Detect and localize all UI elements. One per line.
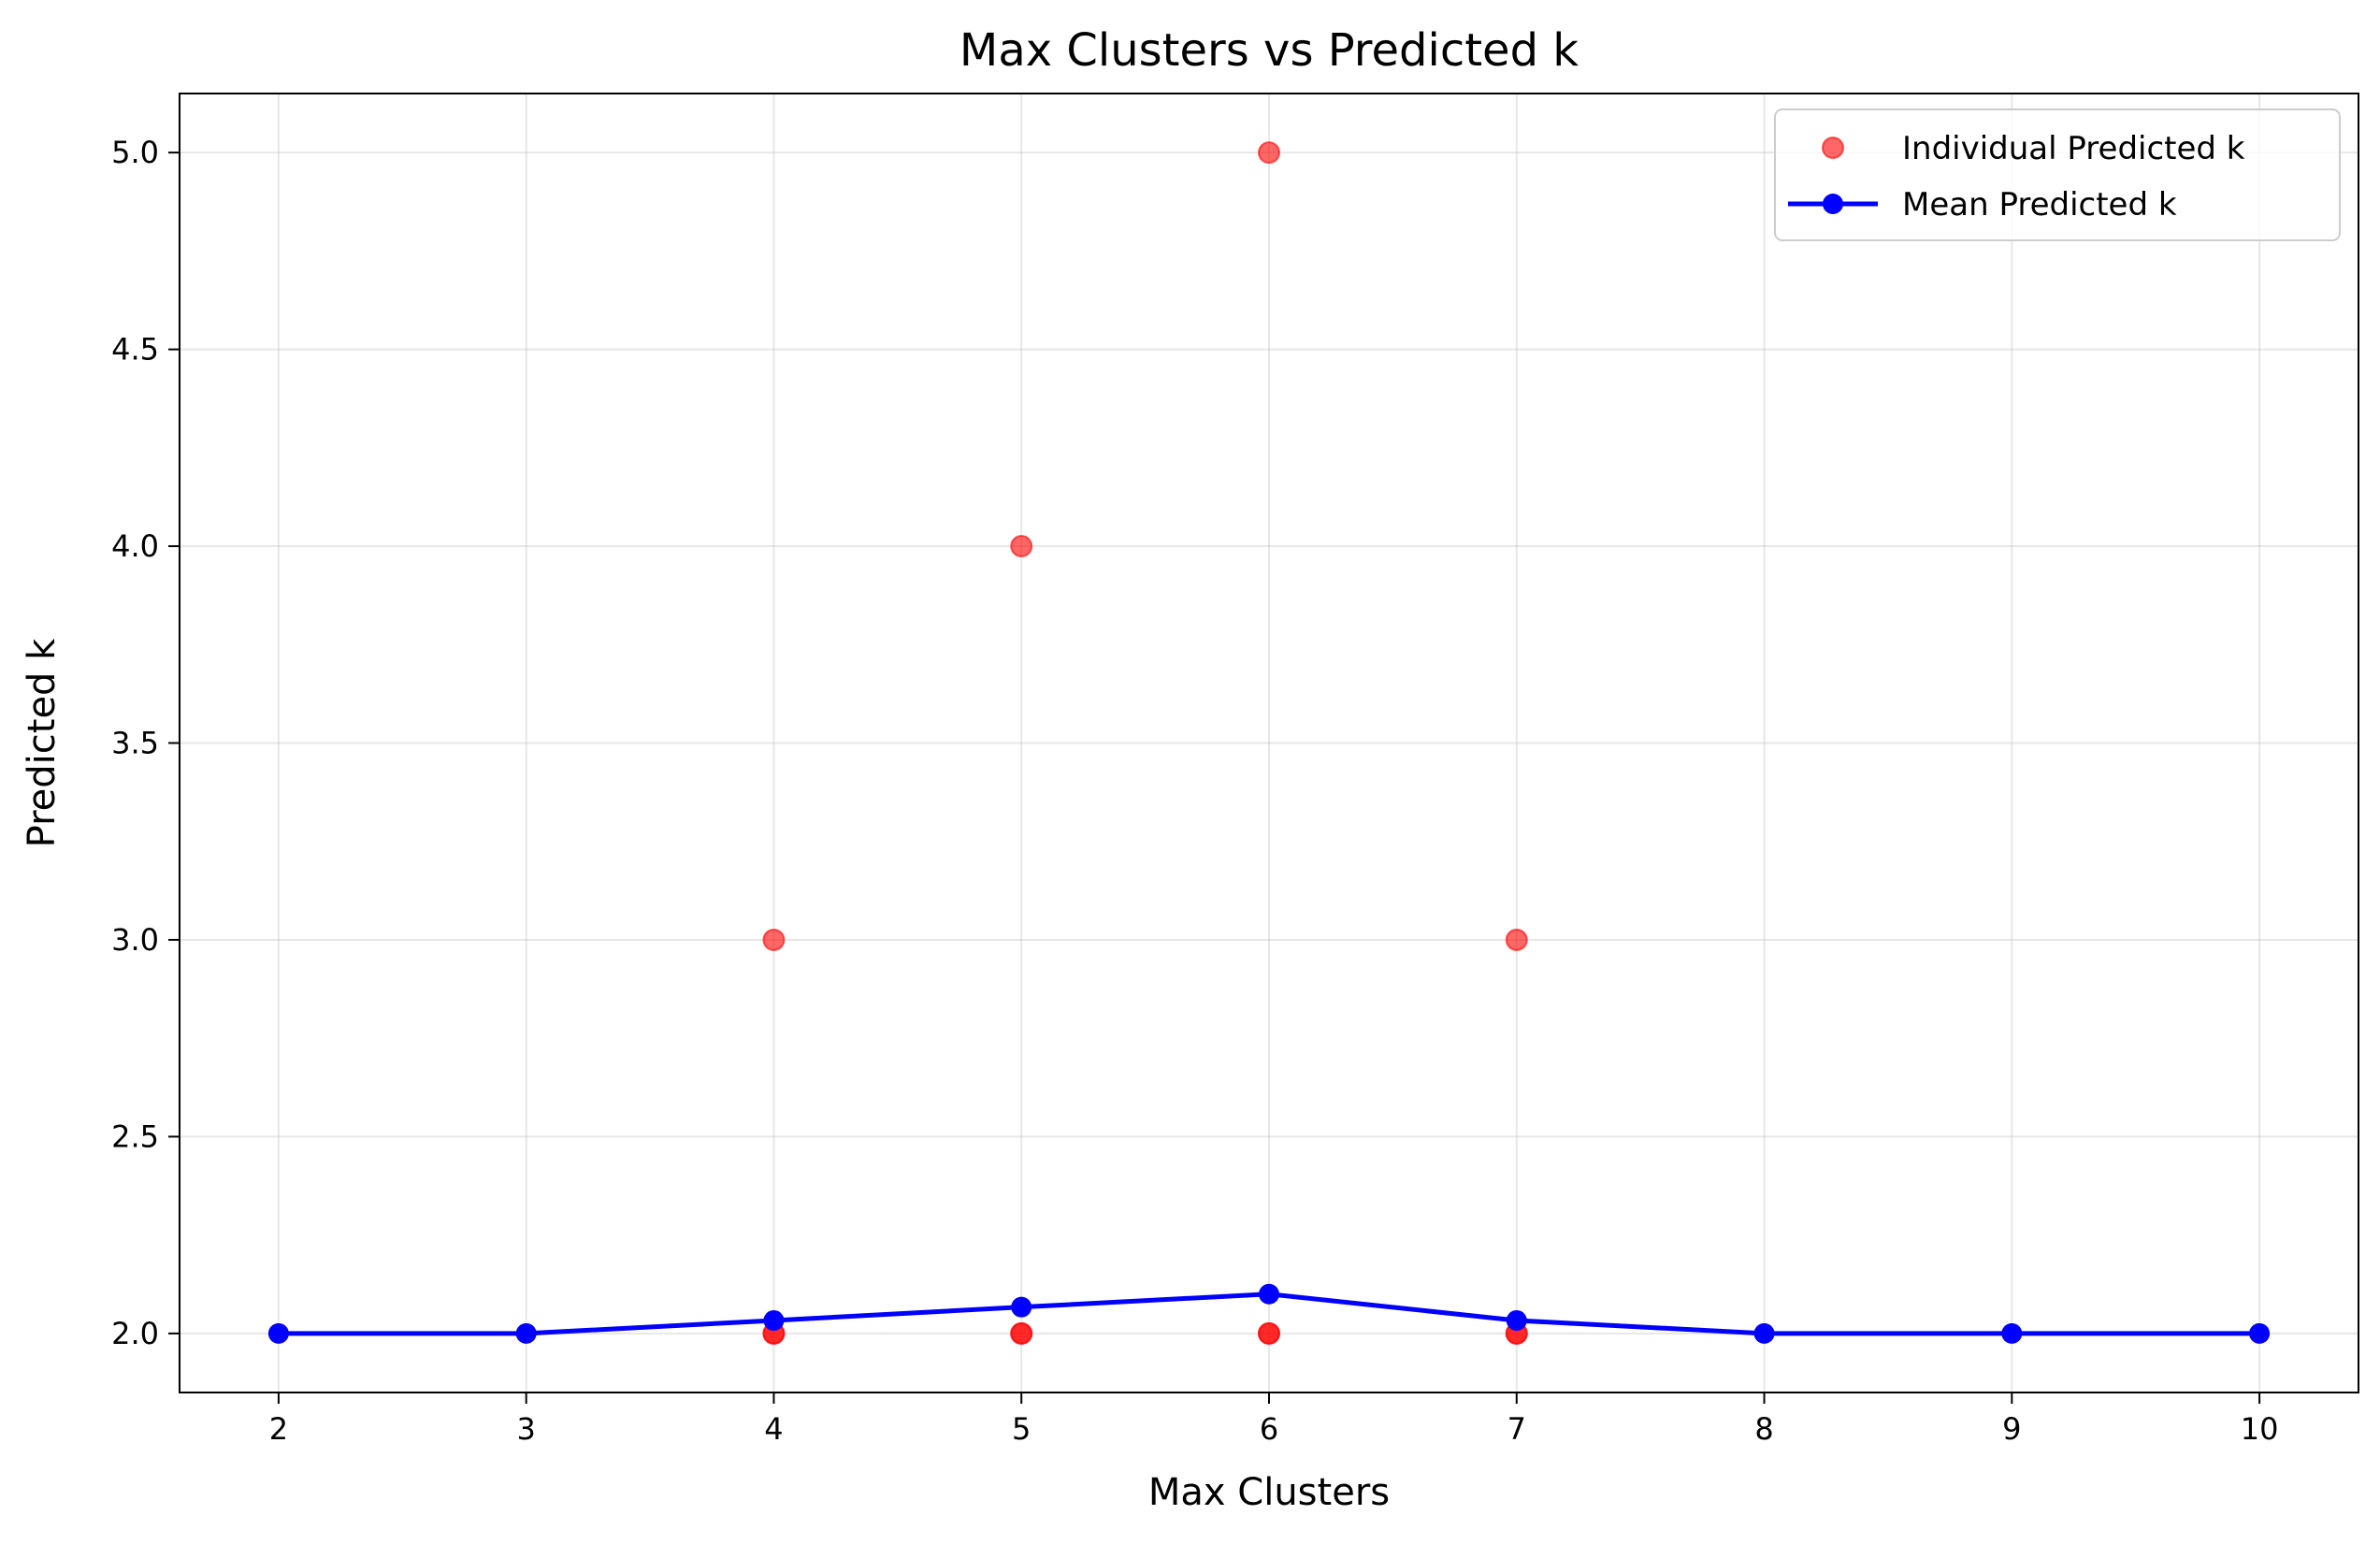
mean-point xyxy=(1506,1309,1527,1331)
x-axis-label: Max Clusters xyxy=(1148,1471,1390,1514)
individual-point xyxy=(1258,1321,1280,1345)
x-tick-label: 2 xyxy=(269,1411,288,1447)
individual-point xyxy=(762,928,786,951)
mean-point xyxy=(1011,1296,1032,1318)
legend-label-individual: Individual Predicted k xyxy=(1902,130,2245,167)
y-tick-label: 5.0 xyxy=(111,135,159,170)
y-tick-label: 2.5 xyxy=(111,1118,159,1154)
x-tick-label: 8 xyxy=(1754,1411,1773,1447)
individual-point xyxy=(1010,1321,1033,1345)
mean-point xyxy=(515,1322,537,1344)
y-tick-label: 3.5 xyxy=(111,726,159,761)
mean-point xyxy=(2001,1322,2023,1344)
legend-box xyxy=(1774,108,2341,241)
mean-point xyxy=(763,1309,785,1331)
legend-label-mean: Mean Predicted k xyxy=(1902,186,2177,224)
y-tick-label: 3.0 xyxy=(111,922,159,958)
x-ticks: 2 3 4 5 6 7 8 9 10 xyxy=(269,1392,2279,1447)
y-ticks: 2.0 2.5 3.0 3.5 4.0 4.5 5.0 xyxy=(111,135,180,1351)
x-tick-label: 5 xyxy=(1012,1411,1031,1447)
x-tick-label: 7 xyxy=(1507,1411,1526,1447)
x-tick-label: 10 xyxy=(2241,1411,2279,1447)
x-tick-label: 6 xyxy=(1260,1411,1278,1447)
individual-point xyxy=(1258,141,1280,165)
y-tick-label: 4.5 xyxy=(111,332,159,368)
mean-point xyxy=(1259,1283,1279,1305)
mean-point xyxy=(1753,1322,1775,1344)
individual-point xyxy=(1010,535,1033,558)
series-layer xyxy=(267,141,2271,1345)
individual-point xyxy=(1505,928,1528,951)
y-tick-label: 4.0 xyxy=(111,528,159,564)
mean-point xyxy=(267,1322,289,1344)
legend-marker-mean xyxy=(1823,194,1843,214)
x-tick-label: 4 xyxy=(764,1411,783,1447)
x-tick-label: 9 xyxy=(2002,1411,2021,1447)
mean-point xyxy=(2249,1322,2271,1344)
chart-title: Max Clusters vs Predicted k xyxy=(959,24,1579,77)
y-axis-label: Predicted k xyxy=(21,638,64,847)
legend: Individual Predicted k Mean Predicted k xyxy=(1774,108,2341,241)
legend-marker-individual xyxy=(1822,137,1844,159)
y-tick-label: 2.0 xyxy=(111,1316,159,1351)
x-tick-label: 3 xyxy=(517,1411,536,1447)
